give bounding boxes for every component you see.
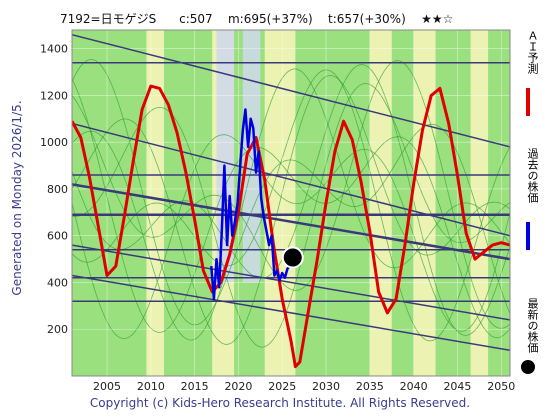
past-price-series-line — [210, 108, 291, 301]
trend-line-0 — [72, 33, 510, 148]
trend-line-1 — [72, 122, 510, 237]
trend-line-3 — [72, 244, 510, 321]
green-oscillator-7 — [72, 60, 510, 329]
blue-band-1 — [242, 30, 261, 283]
legend-past-swatch — [526, 222, 530, 250]
x-tick-label: 2030 — [312, 380, 340, 393]
green-oscillator-0 — [72, 134, 510, 340]
y-tick-label: 1200 — [40, 89, 68, 102]
green-oscillator-6 — [72, 59, 510, 326]
mid-price: m:695(+37%) — [227, 12, 313, 26]
green-oscillator-4 — [72, 64, 510, 336]
plot-border — [71, 29, 511, 377]
forecast-series-line — [72, 84, 510, 369]
x-tick-label: 2010 — [137, 380, 165, 393]
x-tick-label: 2025 — [268, 380, 296, 393]
pale-band-4 — [413, 30, 436, 376]
green-oscillator-5 — [72, 75, 510, 345]
x-tick-label: 2020 — [224, 380, 252, 393]
y-tick-label: 1000 — [40, 136, 68, 149]
legend-latest-marker — [521, 360, 535, 374]
green-oscillator-3 — [72, 78, 510, 339]
stock-code-name: 7192=日モゲジS — [60, 12, 157, 26]
target-price: t:657(+30%) — [328, 12, 406, 26]
current-price: c:507 — [179, 12, 213, 26]
legend-latest-label: 最新の株価 — [526, 298, 539, 353]
legend-forecast-swatch — [526, 88, 530, 116]
rating-stars: ★★☆ — [421, 12, 454, 26]
y-tick-label: 1400 — [40, 43, 68, 56]
x-tick-label: 2050 — [487, 380, 515, 393]
trend-line-2 — [72, 183, 510, 261]
legend-forecast-label: ＡＩ予測 — [526, 30, 539, 74]
y-tick-label: 400 — [47, 276, 68, 289]
y-tick-label: 800 — [47, 183, 68, 196]
x-tick-label: 2005 — [93, 380, 121, 393]
x-tick-label: 2040 — [400, 380, 428, 393]
x-tick-label: 2045 — [443, 380, 471, 393]
green-oscillator-8 — [72, 83, 510, 348]
y-tick-label: 600 — [47, 230, 68, 243]
x-tick-label: 2015 — [181, 380, 209, 393]
legend: ＡＩ予測 過去の株価 最新の株価 — [518, 30, 542, 380]
copyright-footer: Copyright (c) Kids-Hero Research Institu… — [89, 396, 471, 410]
trend-line-4 — [72, 274, 510, 352]
latest-price-marker — [281, 246, 304, 269]
x-tick-label: 2035 — [356, 380, 384, 393]
legend-past-label: 過去の株価 — [526, 148, 539, 203]
chart-header: 7192=日モゲジS c:507 m:695(+37%) t:657(+30%)… — [60, 10, 520, 26]
y-tick-label: 200 — [47, 323, 68, 336]
